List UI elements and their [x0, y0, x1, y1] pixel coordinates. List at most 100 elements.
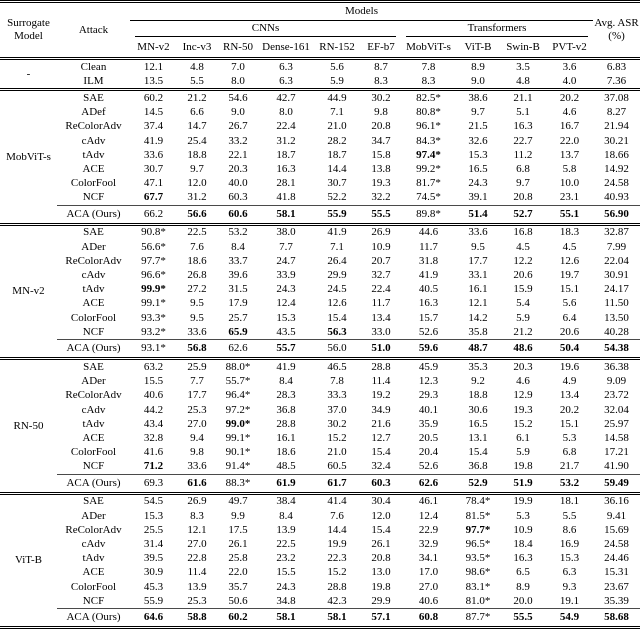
asr-value-cell: 40.93	[604, 191, 629, 204]
asr-value-cell: 6.1	[516, 431, 530, 444]
col-header-models: Models	[130, 1, 594, 21]
asr-value-cell: 6.3	[562, 566, 577, 579]
asr-value-cell: 90.8*	[130, 222, 177, 241]
asr-value-cell: 5.6	[562, 297, 577, 310]
asr-value-cell: 6.8	[516, 162, 530, 175]
asr-value-cell: 54.38	[593, 339, 640, 359]
asr-value-cell: 88.0*	[217, 357, 259, 375]
table-row: ACE 99.1* 9.5 17.9 12.4 12.6 11.7 16.3 12.1 5.4 5.…	[0, 297, 640, 311]
asr-value-cell: 20.7	[371, 254, 391, 267]
asr-value-cell: 52.6	[418, 460, 439, 473]
asr-value-cell: 26.9	[177, 491, 217, 510]
asr-value-cell: 20.8	[371, 552, 391, 565]
asr-value-cell: 93.1*	[130, 339, 177, 359]
attack-name-cell: ColorFool	[70, 580, 117, 593]
asr-value-cell: 99.0*	[225, 417, 251, 430]
asr-value-cell: 30.9	[143, 566, 164, 579]
asr-value-cell: 13.1	[468, 431, 488, 444]
asr-value-cell: 39.5	[143, 552, 164, 565]
asr-value-cell: 28.8	[327, 580, 347, 593]
asr-value-cell: 22.0	[559, 134, 580, 147]
asr-value-cell: 13.9	[276, 523, 296, 536]
attack-name-cell: NCF	[82, 325, 105, 338]
asr-value-cell: 5.5	[190, 74, 204, 87]
asr-value-cell: 25.3	[187, 403, 207, 416]
asr-value-cell: 31.2	[276, 134, 296, 147]
attack-name-cell: ACA (Ours)	[57, 608, 130, 628]
asr-value-cell: 63.2	[130, 357, 177, 375]
asr-value-cell: 9.3	[562, 580, 577, 593]
asr-value-cell: 19.3	[371, 177, 391, 190]
asr-value-cell: 7.8	[330, 375, 344, 388]
attack-name-cell: ADer	[81, 509, 106, 522]
asr-value-cell: 7.1	[330, 106, 344, 119]
asr-value-cell: 93.3*	[141, 311, 166, 324]
asr-value-cell: 78.4*	[456, 491, 500, 510]
asr-value-cell: 28.2	[327, 134, 347, 147]
asr-value-cell: 20.8	[513, 191, 533, 204]
asr-value-cell: 52.9	[456, 473, 500, 494]
asr-value-cell: 50.6	[228, 594, 248, 607]
asr-value-cell: 37.0	[327, 403, 347, 416]
asr-value-cell: 55.1	[546, 204, 594, 225]
table-row: tAdv 33.6 18.8 22.1 18.7 18.7 15.8 97.4* 15.3 11.…	[0, 148, 640, 162]
asr-value-cell: 39.6	[228, 269, 248, 282]
col-header-dense-161: Dense-161	[259, 38, 313, 60]
asr-value-cell: 12.2	[513, 254, 533, 267]
asr-value-cell: 52.7	[500, 204, 546, 225]
asr-value-cell: 21.6	[371, 417, 391, 430]
asr-value-cell: 9.5	[471, 240, 485, 253]
asr-value-cell: 10.0	[559, 177, 580, 190]
attack-name-cell: ADer	[81, 240, 106, 253]
asr-value-cell: 9.0	[471, 74, 485, 87]
asr-value-cell: 33.2	[228, 134, 248, 147]
attack-name-cell: ColorFool	[70, 177, 117, 190]
asr-value-cell: 7.99	[606, 240, 627, 253]
asr-value-cell: 21.7	[559, 460, 580, 473]
asr-value-cell: 11.50	[604, 297, 629, 310]
asr-value-cell: 96.4*	[225, 389, 251, 402]
attack-name-cell: ColorFool	[70, 311, 117, 324]
asr-value-cell: 19.9	[327, 538, 347, 551]
table-body: - Clean 12.1 4.8 7.0 6.3 5.6 8.7 7.8 8.9 3.5 3.6 6.8…	[0, 59, 640, 628]
asr-value-cell: 16.3	[276, 162, 296, 175]
asr-value-cell: 30.21	[604, 134, 629, 147]
asr-value-cell: 32.6	[468, 134, 488, 147]
col-group-transformers: Transformers	[401, 21, 593, 39]
asr-value-cell: 71.2	[143, 460, 164, 473]
asr-value-cell: 28.8	[276, 417, 296, 430]
asr-value-cell: 16.7	[559, 120, 580, 133]
asr-value-cell: 21.2	[513, 325, 533, 338]
asr-value-cell: 54.9	[546, 608, 594, 628]
asr-value-cell: 80.8*	[416, 106, 441, 119]
attack-name-cell: ReColorAdv	[65, 254, 122, 267]
asr-value-cell: 7.8	[421, 60, 436, 73]
attack-name-cell: SAE	[57, 357, 130, 375]
asr-value-cell: 57.1	[361, 608, 401, 628]
asr-value-cell: 4.8	[516, 74, 530, 87]
table-row: ReColorAdv 40.6 17.7 96.4* 28.3 33.3 19.2 29.3 1…	[0, 389, 640, 403]
asr-value-cell: 4.8	[190, 60, 204, 73]
asr-value-cell: 81.7*	[416, 177, 441, 190]
table-row: ACA (Ours) 64.6 58.8 60.2 58.1 58.1 57.1 60.8 87…	[0, 608, 640, 628]
asr-value-cell: 21.5	[468, 120, 488, 133]
asr-value-cell: 51.0	[361, 339, 401, 359]
col-header-surrogate-model: Surrogate Model	[0, 1, 57, 60]
asr-value-cell: 29.9	[371, 594, 391, 607]
asr-value-cell: 36.16	[593, 491, 640, 510]
asr-value-cell: 36.8	[276, 403, 296, 416]
asr-value-cell: 26.9	[361, 222, 401, 241]
asr-value-cell: 51.9	[500, 473, 546, 494]
asr-value-cell: 11.2	[513, 148, 533, 161]
asr-value-cell: 18.7	[327, 148, 347, 161]
asr-value-cell: 13.7	[559, 148, 580, 161]
asr-value-cell: 11.4	[371, 375, 391, 388]
asr-value-cell: 4.5	[562, 240, 577, 253]
asr-value-cell: 4.9	[562, 375, 577, 388]
asr-value-cell: 15.2	[327, 566, 347, 579]
table-row: ColorFool 41.6 9.8 90.1* 18.6 21.0 15.4 20.4 15.…	[0, 446, 640, 460]
asr-value-cell: 30.6	[468, 403, 488, 416]
asr-value-cell: 61.7	[313, 473, 361, 494]
asr-value-cell: 53.2	[217, 222, 259, 241]
asr-value-cell: 56.90	[593, 204, 640, 225]
